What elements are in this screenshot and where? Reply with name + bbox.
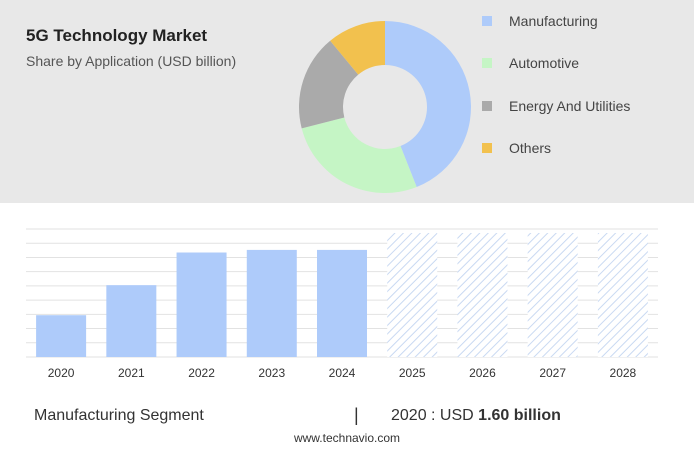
donut-slice [301, 117, 417, 193]
legend-label: Others [509, 140, 552, 156]
x-tick-label: 2026 [469, 366, 496, 380]
legend-swatch [482, 15, 492, 26]
source-url: www.technavio.com [293, 431, 401, 445]
legend-swatch [482, 100, 492, 111]
segment-value-amount: 1.60 billion [478, 407, 561, 424]
bar-2021 [106, 285, 157, 357]
donut-slice [330, 21, 385, 75]
forecast-bar-2027 [527, 233, 578, 357]
segment-label: Manufacturing Segment [34, 407, 204, 424]
donut-chart [299, 21, 472, 193]
x-tick-label: 2023 [258, 366, 285, 380]
x-tick-label: 2028 [610, 366, 637, 380]
x-tick-label: 2024 [329, 366, 356, 380]
legend-item-automotive: Automotive [482, 53, 630, 74]
bar-2024 [317, 249, 367, 357]
forecast-bar-2026 [457, 233, 508, 357]
x-tick-label: 2022 [188, 366, 215, 380]
footer-separator: | [354, 405, 359, 425]
x-tick-label: 2025 [399, 366, 426, 380]
legend-item-others: Others [482, 138, 630, 159]
donut-slice [385, 21, 472, 187]
x-tick-label: 2020 [48, 366, 75, 380]
chart-subtitle: Share by Application (USD billion) [26, 53, 237, 69]
bar-chart: 2020 2021 2022 2023 2024 2025 2026 2027 2028 [26, 228, 658, 380]
legend-swatch [482, 58, 492, 68]
chart-title: 5G Technology Market [26, 26, 208, 45]
x-tick-label: 2021 [118, 366, 145, 380]
legend-label: Automotive [509, 55, 580, 71]
forecast-bar-2025 [387, 233, 438, 357]
bar-2020 [36, 315, 87, 357]
segment-value: 2020 : USD 1.60 billion [391, 407, 561, 425]
donut-slice [299, 40, 359, 129]
legend-item-energy: Energy And Utilities [482, 95, 630, 116]
legend-label: Manufacturing [509, 12, 598, 29]
bar-2023 [246, 249, 297, 357]
x-tick-label: 2027 [539, 366, 566, 380]
legend-item-manufacturing: Manufacturing [482, 10, 630, 31]
legend-label: Energy And Utilities [509, 97, 631, 114]
legend-swatch [482, 143, 492, 153]
segment-value-prefix: 2020 : USD [391, 407, 474, 424]
bar-2022 [176, 252, 227, 357]
forecast-bar-2028 [597, 233, 648, 357]
legend: Manufacturing Automotive Energy And Util… [482, 10, 630, 180]
